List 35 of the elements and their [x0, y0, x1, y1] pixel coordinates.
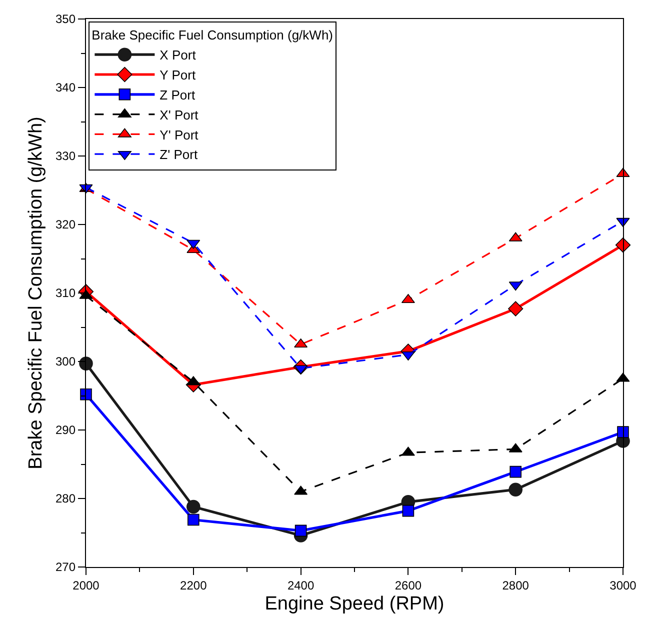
- point: [188, 514, 200, 526]
- x-axis-title: Engine Speed (RPM): [264, 593, 444, 614]
- x-tick-label: 2200: [180, 578, 208, 592]
- x-tick-label: 2800: [502, 578, 530, 592]
- legend-label: Y Port: [160, 68, 196, 83]
- y-tick-label: 320: [55, 218, 76, 232]
- x-tick-label: 3000: [610, 578, 637, 592]
- point: [294, 338, 308, 348]
- legend-label: Y' Port: [160, 127, 199, 142]
- y-tick-label: 330: [55, 149, 76, 164]
- y-tick-label: 340: [55, 80, 76, 95]
- x-tick-label: 2600: [394, 578, 422, 592]
- legend-label: Z' Port: [160, 147, 198, 162]
- y-tick-label: 300: [55, 354, 76, 369]
- point: [186, 500, 200, 514]
- y-tick-label: 290: [55, 423, 76, 438]
- legend-label: X Port: [160, 48, 196, 63]
- point: [80, 388, 92, 400]
- y-axis-title: Brake Specific Fuel Consumption (g/kWh): [25, 116, 46, 470]
- x-tick-label: 2400: [287, 578, 314, 592]
- point: [508, 482, 522, 496]
- legend-label: Z Port: [160, 87, 196, 102]
- point: [617, 426, 629, 438]
- y-tick-label: 350: [55, 12, 76, 26]
- y-tick-label: 270: [55, 560, 76, 574]
- y-tick-label: 310: [55, 286, 76, 300]
- point: [294, 524, 307, 537]
- point: [508, 301, 524, 316]
- point: [402, 504, 414, 517]
- legend-title: Brake Specific Fuel Consumption (g/kWh): [92, 28, 333, 43]
- legend-label: X' Port: [160, 107, 199, 122]
- y-tick-label: 280: [55, 492, 76, 506]
- point: [510, 466, 522, 478]
- x-tick-label: 2000: [72, 578, 100, 592]
- point: [79, 356, 93, 370]
